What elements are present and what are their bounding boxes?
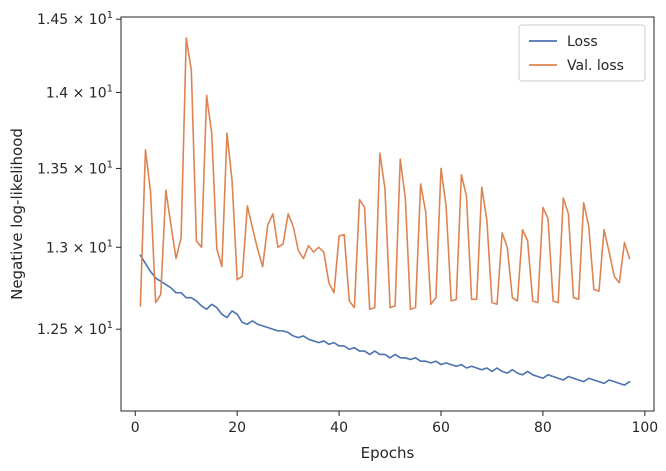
legend-box — [518, 24, 646, 82]
x-axis-label: Epochs — [361, 444, 415, 462]
legend-label: Loss — [567, 34, 598, 50]
x-tick-label: 20 — [228, 420, 246, 436]
y-axis-label: Negative log-likelihood — [8, 128, 26, 300]
x-tick-label: 0 — [131, 420, 140, 436]
plot-frame — [120, 16, 655, 412]
x-tick-label: 80 — [534, 420, 552, 436]
series-line-val-loss — [139, 37, 631, 311]
x-tick-label: 100 — [631, 420, 658, 436]
y-tick-label: 1.35 × 101 — [37, 159, 113, 177]
x-tick-label: 40 — [330, 420, 348, 436]
y-tick-label: 1.25 × 101 — [37, 320, 113, 338]
frame-layer — [120, 16, 655, 412]
series-layer — [139, 37, 631, 386]
ticks-layer: 0 20 40 60 80 100 1.25 × 101 1.3 × 101 1.35 × 10… — [37, 10, 658, 436]
series-line-loss — [139, 254, 631, 386]
y-tick-label: 1.3 × 101 — [46, 238, 113, 256]
y-tick-label: 1.4 × 101 — [46, 83, 113, 101]
legend-label: Val. loss — [567, 58, 624, 74]
legend: Loss Val. loss — [518, 24, 646, 82]
x-tick-label: 60 — [432, 420, 450, 436]
y-tick-label: 1.45 × 101 — [37, 10, 113, 28]
